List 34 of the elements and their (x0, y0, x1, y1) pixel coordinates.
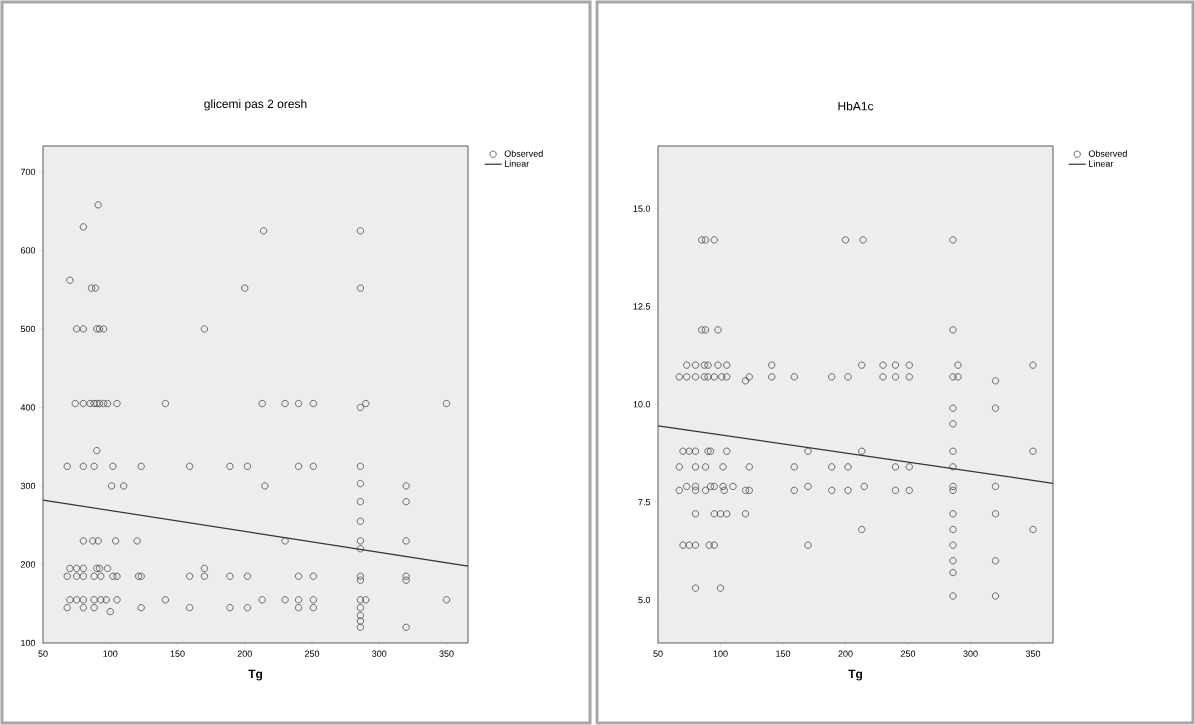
x-tick-label: 350 (439, 650, 454, 657)
y-tick-label: 200 (20, 561, 36, 568)
y-tick-label: 400 (20, 404, 36, 411)
x-tick-label: 200 (838, 650, 853, 657)
x-tick-label: 100 (103, 650, 118, 657)
chart-title: HbA1c (838, 101, 874, 111)
x-tick-label: 150 (776, 650, 791, 657)
y-tick-label: 500 (20, 325, 36, 333)
y-tick-label: 7.5 (638, 498, 651, 506)
x-tick-label: 250 (900, 650, 916, 657)
x-tick-label: 200 (237, 650, 252, 657)
y-tick-label: 5.0 (638, 596, 651, 604)
y-tick-label: 600 (20, 247, 36, 254)
y-tick-label: 100 (21, 639, 36, 647)
y-tick-label: 300 (20, 482, 36, 490)
x-tick-label: 250 (304, 650, 320, 657)
legend-label: Linear (1089, 160, 1114, 167)
legend-label: Linear (504, 160, 530, 167)
x-tick-label: 150 (170, 650, 185, 657)
x-tick-label: 350 (1025, 650, 1041, 657)
x-tick-label: 300 (372, 650, 387, 657)
x-tick-label: 300 (963, 650, 978, 657)
chart-title: glicemi pas 2 oresh (204, 99, 307, 111)
y-tick-label: 10.0 (633, 401, 651, 408)
x-axis-title: Tg (848, 669, 863, 681)
y-tick-label: 12.5 (633, 303, 651, 310)
x-axis-title: Tg (248, 669, 263, 681)
y-tick-label: 700 (20, 168, 36, 176)
x-tick-label: 50 (38, 650, 48, 657)
y-tick-label: 15.0 (633, 205, 651, 212)
legend-label: Observed (504, 150, 543, 157)
x-tick-label: 100 (713, 650, 728, 657)
x-tick-label: 50 (653, 650, 663, 657)
legend-label: Observed (1088, 150, 1127, 157)
